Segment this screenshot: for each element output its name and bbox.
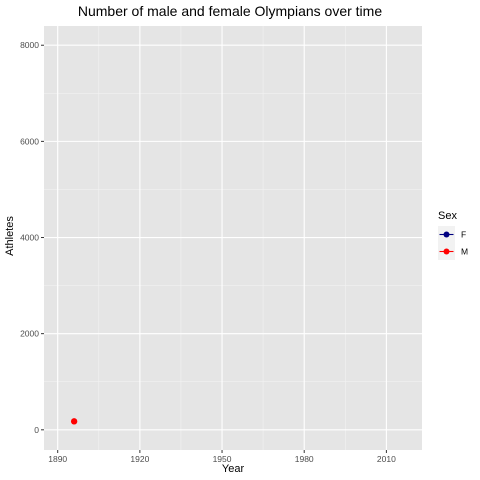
- x-tick-label: 1890: [48, 454, 67, 464]
- legend-marker-f: [443, 231, 450, 238]
- legend: Sex FM: [438, 210, 468, 260]
- legend-title: Sex: [438, 210, 457, 222]
- chart-title: Number of male and female Olympians over…: [78, 3, 382, 19]
- legend-label-f: F: [461, 230, 466, 240]
- legend-label-m: M: [461, 247, 468, 257]
- y-axis-title: Athletes: [4, 216, 16, 256]
- major-gridlines: [44, 26, 422, 450]
- y-tick-label: 2000: [20, 329, 39, 339]
- y-axis: 0 2000 4000 6000 8000: [20, 40, 44, 435]
- x-tick-label: 1920: [130, 454, 149, 464]
- data-points: [70, 418, 78, 425]
- y-tick-label: 8000: [20, 40, 39, 50]
- x-tick-label: 2010: [377, 454, 396, 464]
- x-tick-label: 1980: [295, 454, 314, 464]
- y-tick-label: 6000: [20, 136, 39, 146]
- y-tick-label: 4000: [20, 233, 39, 243]
- legend-marker-m: [443, 248, 450, 255]
- x-axis-title: Year: [222, 463, 245, 475]
- x-tick-label: 1950: [213, 454, 232, 464]
- y-tick-label: 0: [34, 425, 39, 435]
- point-m: [70, 418, 78, 425]
- x-axis: 1890 1920 1950 1980 2010: [48, 450, 396, 464]
